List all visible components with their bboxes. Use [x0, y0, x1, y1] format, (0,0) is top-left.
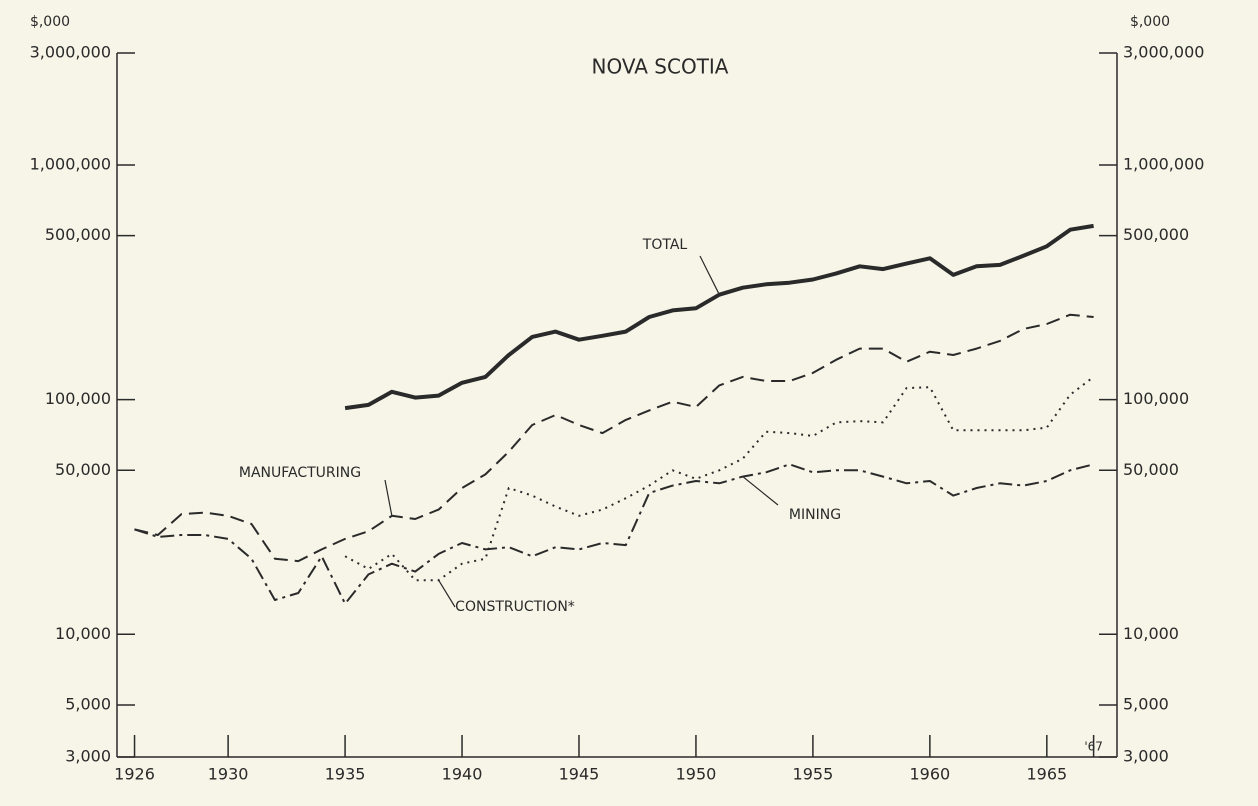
y-tick-label: 50,000	[55, 460, 111, 479]
leader-line	[742, 476, 779, 506]
y2-tick-label: 1,000,000	[1123, 154, 1204, 173]
series-line	[344, 223, 1094, 411]
leader-line	[384, 479, 393, 516]
leader-line	[438, 579, 456, 608]
y-tick-label: 3,000,000	[30, 43, 111, 62]
x-tick-label: 1945	[559, 765, 600, 784]
y2-tick-label: 3,000,000	[1123, 43, 1204, 62]
x-tick-label: 1935	[325, 765, 366, 784]
y-tick-label: 3,000	[65, 747, 111, 766]
y-tick-label: 10,000	[55, 624, 111, 643]
series-label: TOTAL	[642, 237, 688, 253]
chart-title: NOVA SCOTIA	[592, 55, 729, 79]
y2-tick-label: 10,000	[1123, 624, 1179, 643]
y2-tick-label: 3,000	[1123, 747, 1169, 766]
y2-tick-label: 100,000	[1123, 389, 1189, 408]
y-tick-label: 500,000	[45, 225, 111, 244]
x-tick-label: 1955	[793, 765, 834, 784]
x-tick-label: 1950	[676, 765, 717, 784]
series-line	[134, 313, 1094, 563]
series-line	[344, 376, 1095, 582]
y2-tick-label: 50,000	[1123, 460, 1179, 479]
series-label: MINING	[789, 507, 841, 523]
y2-axis-label: $,000	[1130, 14, 1170, 30]
y2-tick-label: 5,000	[1123, 694, 1169, 713]
series-line	[134, 463, 1094, 605]
y-tick-label: 100,000	[45, 389, 111, 408]
x-tick-label: 1965	[1026, 765, 1067, 784]
series-label: CONSTRUCTION*	[455, 599, 575, 615]
x-tick-label: 1960	[910, 765, 951, 784]
y-tick-label: 5,000	[65, 694, 111, 713]
y-tick-label: 1,000,000	[30, 154, 111, 173]
y-axis-label: $,000	[30, 14, 70, 30]
leader-line	[699, 255, 720, 295]
series-label: MANUFACTURING	[239, 465, 361, 481]
y2-tick-label: 500,000	[1123, 225, 1189, 244]
x-tick-label: 1940	[442, 765, 483, 784]
x-tick-label: 1930	[208, 765, 249, 784]
x-tick-label: 1926	[114, 765, 155, 784]
x-tick-label: '67	[1084, 740, 1103, 754]
